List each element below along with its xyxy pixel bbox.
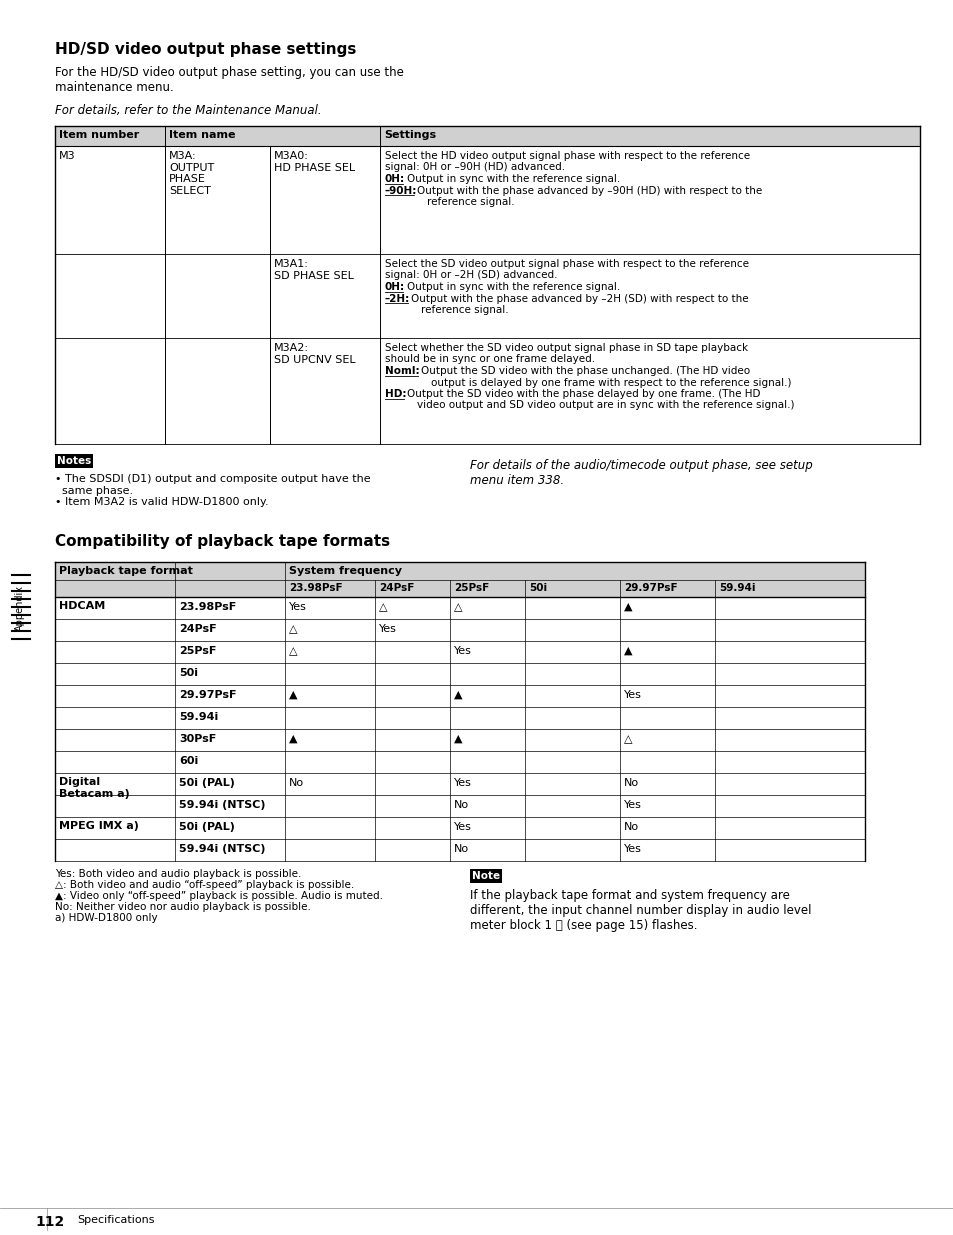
Text: 60i: 60i bbox=[179, 756, 198, 766]
Text: Specifications: Specifications bbox=[77, 1215, 154, 1225]
Text: 29.97PsF: 29.97PsF bbox=[623, 583, 677, 593]
Text: For details of the audio/timecode output phase, see setup
menu item 338.: For details of the audio/timecode output… bbox=[470, 459, 812, 487]
Text: Yes: Yes bbox=[454, 778, 472, 788]
Text: Yes: Both video and audio playback is possible.: Yes: Both video and audio playback is po… bbox=[55, 869, 301, 879]
Text: No: No bbox=[289, 778, 304, 788]
Text: Output with the phase advanced by –90H (HD) with respect to the: Output with the phase advanced by –90H (… bbox=[416, 185, 761, 195]
Text: 30PsF: 30PsF bbox=[179, 734, 216, 743]
Text: 23.98PsF: 23.98PsF bbox=[179, 601, 236, 613]
Text: Output with the phase advanced by –2H (SD) with respect to the: Output with the phase advanced by –2H (S… bbox=[411, 294, 748, 304]
Text: signal: 0H or –90H (HD) advanced.: signal: 0H or –90H (HD) advanced. bbox=[385, 163, 564, 173]
Text: Noml:: Noml: bbox=[385, 366, 419, 375]
Text: 50i (PAL): 50i (PAL) bbox=[179, 778, 234, 788]
Text: Playback tape format: Playback tape format bbox=[59, 566, 193, 576]
Text: M3: M3 bbox=[59, 151, 75, 161]
Text: Select whether the SD video output signal phase in SD tape playback: Select whether the SD video output signa… bbox=[385, 343, 747, 353]
Text: △: △ bbox=[623, 734, 632, 743]
Text: output is delayed by one frame with respect to the reference signal.): output is delayed by one frame with resp… bbox=[431, 378, 791, 388]
Text: ▲: ▲ bbox=[454, 690, 462, 700]
Text: △: △ bbox=[454, 601, 462, 613]
Text: 59.94i: 59.94i bbox=[719, 583, 755, 593]
Text: △: Both video and audio “off-speed” playback is possible.: △: Both video and audio “off-speed” play… bbox=[55, 881, 354, 890]
Text: 59.94i: 59.94i bbox=[179, 713, 218, 722]
Text: If the playback tape format and system frequency are
different, the input channe: If the playback tape format and system f… bbox=[470, 889, 811, 932]
Text: video output and SD video output are in sync with the reference signal.): video output and SD video output are in … bbox=[416, 400, 794, 410]
Text: Yes: Yes bbox=[623, 690, 641, 700]
Text: Yes: Yes bbox=[454, 646, 472, 656]
Text: Item number: Item number bbox=[59, 130, 139, 140]
Text: For details, refer to the Maintenance Manual.: For details, refer to the Maintenance Ma… bbox=[55, 104, 321, 117]
Text: M3A2:
SD UPCNV SEL: M3A2: SD UPCNV SEL bbox=[274, 343, 355, 364]
Text: reference signal.: reference signal. bbox=[427, 198, 514, 207]
Text: Output in sync with the reference signal.: Output in sync with the reference signal… bbox=[407, 174, 619, 184]
Bar bbox=[55, 454, 92, 468]
Text: 25PsF: 25PsF bbox=[454, 583, 489, 593]
Text: No: No bbox=[454, 844, 469, 853]
Text: M3A1:
SD PHASE SEL: M3A1: SD PHASE SEL bbox=[274, 259, 354, 280]
Text: Compatibility of playback tape formats: Compatibility of playback tape formats bbox=[55, 534, 390, 550]
Text: 0H:: 0H: bbox=[385, 174, 405, 184]
Text: For the HD/SD video output phase setting, you can use the
maintenance menu.: For the HD/SD video output phase setting… bbox=[55, 65, 403, 94]
Text: Yes: Yes bbox=[454, 823, 472, 832]
Text: 50i (PAL): 50i (PAL) bbox=[179, 823, 234, 832]
Text: –90H:: –90H: bbox=[385, 185, 416, 195]
Text: MPEG IMX a): MPEG IMX a) bbox=[59, 821, 139, 831]
Text: △: △ bbox=[378, 601, 387, 613]
Text: should be in sync or one frame delayed.: should be in sync or one frame delayed. bbox=[385, 354, 595, 364]
Text: Item name: Item name bbox=[169, 130, 235, 140]
Bar bbox=[55, 562, 864, 597]
Text: System frequency: System frequency bbox=[289, 566, 401, 576]
Text: 59.94i (NTSC): 59.94i (NTSC) bbox=[179, 844, 265, 853]
Text: 50i: 50i bbox=[529, 583, 547, 593]
Text: Yes: Yes bbox=[289, 601, 307, 613]
Text: HDCAM: HDCAM bbox=[59, 601, 105, 611]
Text: –2H:: –2H: bbox=[385, 294, 410, 304]
Text: △: △ bbox=[289, 646, 297, 656]
Text: △: △ bbox=[289, 624, 297, 634]
Text: Output in sync with the reference signal.: Output in sync with the reference signal… bbox=[407, 282, 619, 291]
Text: 24PsF: 24PsF bbox=[179, 624, 216, 634]
Text: 0H:: 0H: bbox=[385, 282, 405, 291]
Bar bbox=[470, 869, 501, 883]
Text: HD:: HD: bbox=[385, 389, 406, 399]
Text: signal: 0H or –2H (SD) advanced.: signal: 0H or –2H (SD) advanced. bbox=[385, 270, 557, 280]
Text: Appendix: Appendix bbox=[15, 585, 25, 631]
Text: 24PsF: 24PsF bbox=[378, 583, 414, 593]
Text: 112: 112 bbox=[35, 1215, 64, 1229]
Text: M3A:
OUTPUT
PHASE
SELECT: M3A: OUTPUT PHASE SELECT bbox=[169, 151, 214, 196]
Text: Yes: Yes bbox=[378, 624, 396, 634]
Text: Settings: Settings bbox=[384, 130, 436, 140]
Text: ▲: ▲ bbox=[623, 646, 632, 656]
Text: ▲: ▲ bbox=[454, 734, 462, 743]
Text: HD/SD video output phase settings: HD/SD video output phase settings bbox=[55, 42, 356, 57]
Text: a) HDW-D1800 only: a) HDW-D1800 only bbox=[55, 913, 157, 923]
Text: 29.97PsF: 29.97PsF bbox=[179, 690, 236, 700]
Text: Digital
Betacam a): Digital Betacam a) bbox=[59, 777, 130, 799]
Text: No: No bbox=[454, 800, 469, 810]
Text: No: Neither video nor audio playback is possible.: No: Neither video nor audio playback is … bbox=[55, 902, 311, 911]
Text: ▲: Video only “off-speed” playback is possible. Audio is muted.: ▲: Video only “off-speed” playback is po… bbox=[55, 890, 382, 902]
Text: 25PsF: 25PsF bbox=[179, 646, 216, 656]
Text: Output the SD video with the phase unchanged. (The HD video: Output the SD video with the phase uncha… bbox=[420, 366, 749, 375]
Text: Select the SD video output signal phase with respect to the reference: Select the SD video output signal phase … bbox=[385, 259, 748, 269]
Text: ▲: ▲ bbox=[289, 734, 297, 743]
Text: reference signal.: reference signal. bbox=[420, 305, 508, 315]
Text: Notes: Notes bbox=[57, 456, 91, 466]
Text: ▲: ▲ bbox=[623, 601, 632, 613]
Text: Yes: Yes bbox=[623, 844, 641, 853]
Text: 59.94i (NTSC): 59.94i (NTSC) bbox=[179, 800, 265, 810]
Text: 50i: 50i bbox=[179, 668, 198, 678]
Text: No: No bbox=[623, 823, 639, 832]
Text: M3A0:
HD PHASE SEL: M3A0: HD PHASE SEL bbox=[274, 151, 355, 173]
Bar bbox=[55, 126, 919, 146]
Text: Output the SD video with the phase delayed by one frame. (The HD: Output the SD video with the phase delay… bbox=[407, 389, 760, 399]
Text: Note: Note bbox=[472, 871, 499, 881]
Text: Yes: Yes bbox=[623, 800, 641, 810]
Text: • The SDSDI (D1) output and composite output have the
  same phase.
• Item M3A2 : • The SDSDI (D1) output and composite ou… bbox=[55, 474, 370, 508]
Text: 23.98PsF: 23.98PsF bbox=[289, 583, 342, 593]
Text: Select the HD video output signal phase with respect to the reference: Select the HD video output signal phase … bbox=[385, 151, 749, 161]
Text: ▲: ▲ bbox=[289, 690, 297, 700]
Text: No: No bbox=[623, 778, 639, 788]
